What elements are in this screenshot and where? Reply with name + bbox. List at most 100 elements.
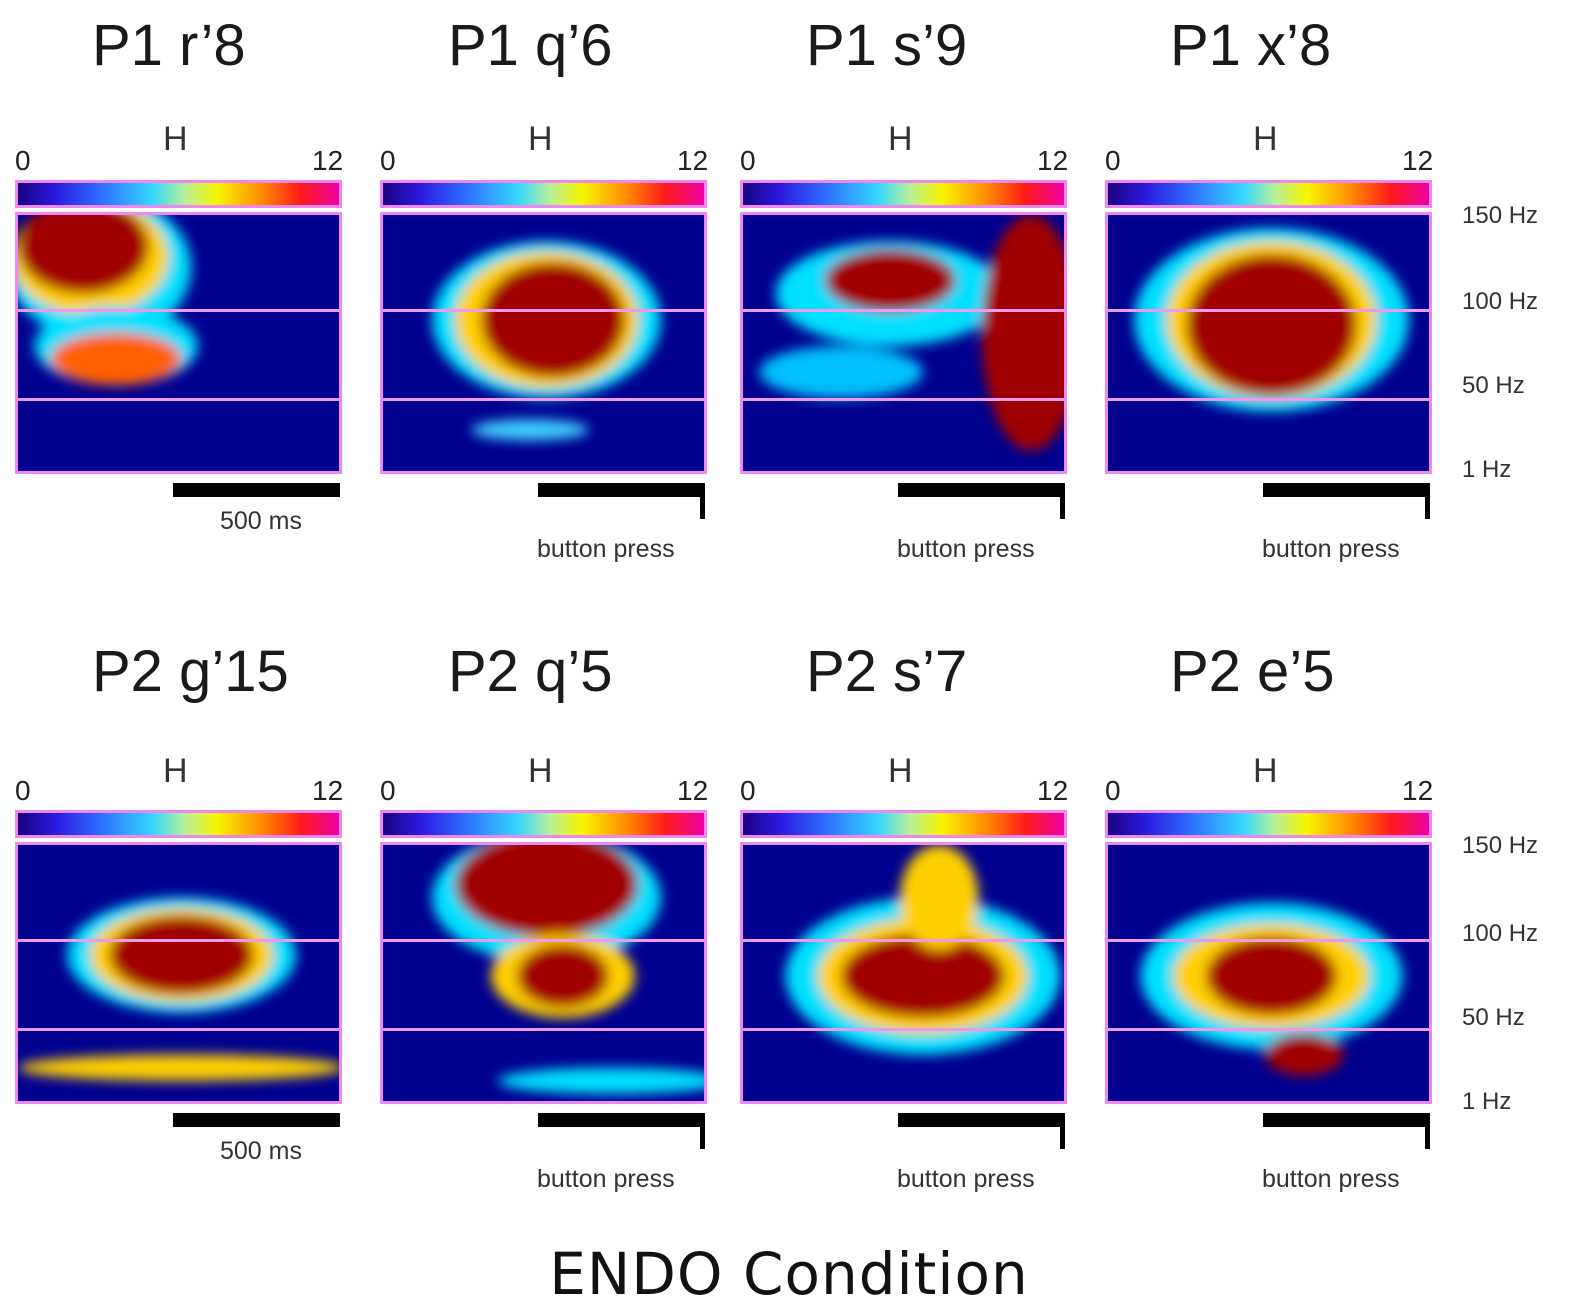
frequency-gridline <box>743 1028 1064 1032</box>
frequency-gridline <box>1108 309 1429 313</box>
button-press-bar <box>1263 1113 1430 1127</box>
colorbar-max-label: 12 <box>312 145 344 176</box>
colorbar-min-label: 0 <box>380 145 396 176</box>
button-press-label: button press <box>897 535 1035 563</box>
figure-title: ENDO Condition <box>549 1240 1029 1308</box>
heatmap-panel <box>380 212 707 474</box>
y-tick-label: 1 Hz <box>1462 456 1512 483</box>
panel-title: P1 x’8 <box>1170 13 1332 78</box>
button-press-marker <box>1425 483 1430 519</box>
y-tick-label: 100 Hz <box>1462 920 1539 947</box>
heatmap-panel <box>15 212 342 474</box>
frequency-gridline <box>18 309 339 313</box>
frequency-gridline <box>1108 939 1429 943</box>
colorbar-min-label: 0 <box>1105 145 1121 176</box>
colorbar-label: H <box>163 120 188 158</box>
y-tick-label: 150 Hz <box>1462 832 1539 859</box>
frequency-gridline <box>383 398 704 402</box>
colorbar-max-label: 12 <box>1402 775 1434 806</box>
colorbar-label: H <box>163 752 188 790</box>
heatmap-image <box>432 241 661 441</box>
time-scale-bar <box>173 1113 340 1127</box>
panel-title: P1 q’6 <box>448 13 613 78</box>
colorbar-label: H <box>1253 752 1278 790</box>
frequency-gridline <box>18 1028 339 1032</box>
panel-title: P1 r’8 <box>92 13 246 78</box>
colorbar <box>15 810 342 838</box>
colorbar-max-label: 12 <box>312 775 344 806</box>
y-tick-label: 1 Hz <box>1462 1088 1512 1115</box>
heatmap-image <box>18 215 198 386</box>
y-tick-label: 150 Hz <box>1462 202 1539 229</box>
frequency-gridline <box>383 1028 704 1032</box>
panel-title: P2 q’5 <box>448 639 613 704</box>
heatmap-panel <box>380 842 707 1104</box>
heatmap-image <box>1134 228 1409 412</box>
panel-title: P2 e’5 <box>1170 639 1335 704</box>
colorbar-label: H <box>528 120 553 158</box>
button-press-label: button press <box>537 1165 675 1193</box>
y-tick-label: 100 Hz <box>1462 288 1539 315</box>
frequency-gridline <box>743 309 1064 313</box>
y-tick-label: 50 Hz <box>1462 372 1525 399</box>
frequency-gridline <box>743 939 1064 943</box>
button-press-marker <box>1060 1113 1065 1149</box>
activation-region <box>841 934 1005 1018</box>
colorbar-min-label: 0 <box>15 775 31 806</box>
button-press-marker <box>700 483 705 519</box>
colorbar-min-label: 0 <box>740 145 756 176</box>
button-press-bar <box>898 1113 1065 1127</box>
heatmap-panel <box>1105 212 1432 474</box>
frequency-gridline <box>1108 1028 1429 1032</box>
frequency-gridline <box>1108 398 1429 402</box>
activation-region <box>18 215 149 294</box>
colorbar-label: H <box>888 752 913 790</box>
panel-title: P2 g’15 <box>92 639 289 704</box>
y-tick-label: 50 Hz <box>1462 1004 1525 1031</box>
heatmap-image <box>759 215 1064 451</box>
frequency-gridline <box>18 398 339 402</box>
heatmap-panel <box>740 212 1067 474</box>
colorbar-max-label: 12 <box>677 145 709 176</box>
activation-region <box>759 346 923 399</box>
frequency-gridline <box>743 398 1064 402</box>
scale-bar-label: 500 ms <box>220 507 302 535</box>
activation-region <box>517 944 609 1008</box>
colorbar <box>740 180 1067 208</box>
activation-region <box>481 262 625 378</box>
colorbar-min-label: 0 <box>740 775 756 806</box>
button-press-label: button press <box>1262 535 1400 563</box>
activation-region <box>471 419 590 441</box>
button-press-bar <box>538 483 705 497</box>
scale-bar-label: 500 ms <box>220 1137 302 1165</box>
button-press-label: button press <box>537 535 675 563</box>
heatmap-image <box>785 845 1061 1055</box>
colorbar-max-label: 12 <box>677 775 709 806</box>
colorbar <box>380 180 707 208</box>
activation-region <box>454 845 639 937</box>
activation-region <box>1186 254 1357 396</box>
frequency-gridline <box>383 309 704 313</box>
activation-region <box>1264 1033 1344 1076</box>
colorbar <box>15 180 342 208</box>
colorbar-max-label: 12 <box>1037 145 1069 176</box>
panel-title: P1 s’9 <box>806 13 968 78</box>
frequency-gridline <box>383 939 704 943</box>
colorbar-label: H <box>528 752 553 790</box>
colorbar <box>380 810 707 838</box>
colorbar-min-label: 0 <box>1105 775 1121 806</box>
colorbar-max-label: 12 <box>1037 775 1069 806</box>
button-press-bar <box>538 1113 705 1127</box>
heatmap-image <box>432 845 704 1094</box>
colorbar-min-label: 0 <box>15 145 31 176</box>
button-press-marker <box>1060 483 1065 519</box>
activation-region <box>824 249 956 312</box>
colorbar-min-label: 0 <box>380 775 396 806</box>
button-press-marker <box>700 1113 705 1149</box>
colorbar <box>1105 180 1432 208</box>
activation-region <box>109 915 254 995</box>
heatmap-panel <box>15 842 342 1104</box>
activation-region <box>497 1067 704 1094</box>
colorbar-max-label: 12 <box>1402 145 1434 176</box>
activation-region <box>899 845 979 950</box>
